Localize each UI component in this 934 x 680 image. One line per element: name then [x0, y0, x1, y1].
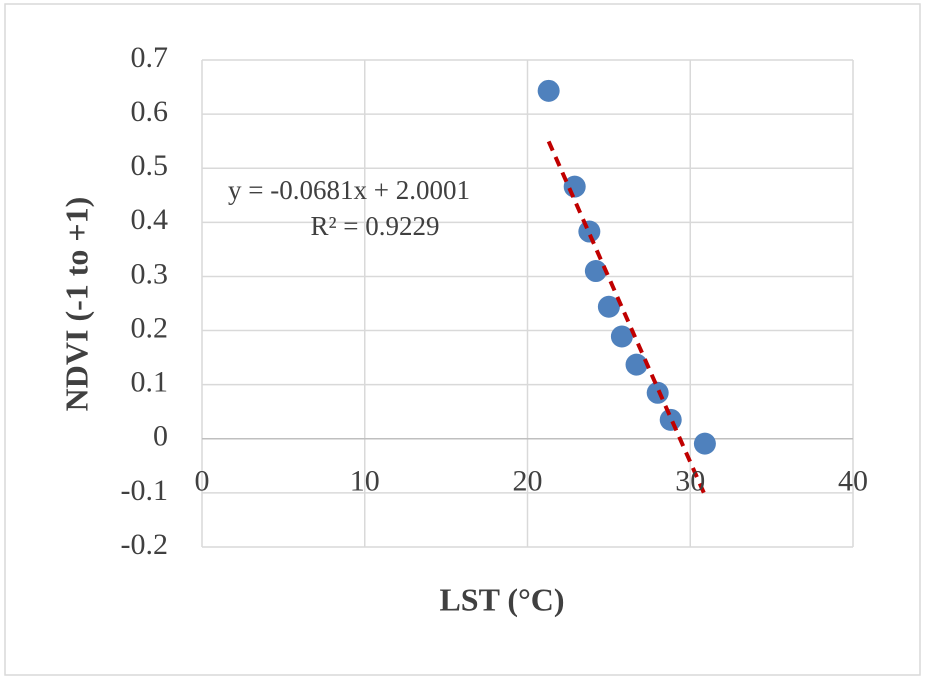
- point: [584, 260, 607, 283]
- trendline: [546, 140, 707, 496]
- grid: [201, 59, 854, 548]
- trendline-r-squared: R² = 0.9229: [310, 211, 439, 241]
- y-axis-title: NDVI (-1 to +1): [58, 197, 94, 412]
- x-tick-label: 20: [513, 465, 543, 498]
- point: [659, 408, 682, 431]
- x-tick-label: 40: [838, 465, 868, 498]
- y-tick-label: -0.2: [121, 528, 169, 561]
- y-tick-label: 0.2: [131, 311, 169, 344]
- point: [578, 220, 601, 243]
- y-tick-label: 0.3: [131, 257, 169, 290]
- point: [625, 353, 648, 376]
- chart-border: [4, 3, 921, 676]
- point: [693, 432, 716, 455]
- x-tick-label: 0: [195, 465, 210, 498]
- point: [597, 295, 620, 318]
- y-tick-label: 0.1: [131, 366, 169, 399]
- y-tick-label: 0.5: [131, 149, 169, 182]
- point: [537, 79, 560, 102]
- trendline-equation: y = -0.0681x + 2.0001: [228, 175, 470, 205]
- x-tick-label: 10: [350, 465, 380, 498]
- x-axis-title: LST (°C): [439, 581, 564, 617]
- x-tick-label: 30: [675, 465, 705, 498]
- y-tick-label: -0.1: [121, 474, 169, 507]
- point: [610, 325, 633, 348]
- y-tick-label: 0: [153, 420, 168, 453]
- y-tick-label: 0.7: [131, 41, 169, 74]
- y-tick-label: 0.6: [131, 95, 169, 128]
- marks: [537, 79, 716, 496]
- y-tick-label: 0.4: [131, 203, 169, 236]
